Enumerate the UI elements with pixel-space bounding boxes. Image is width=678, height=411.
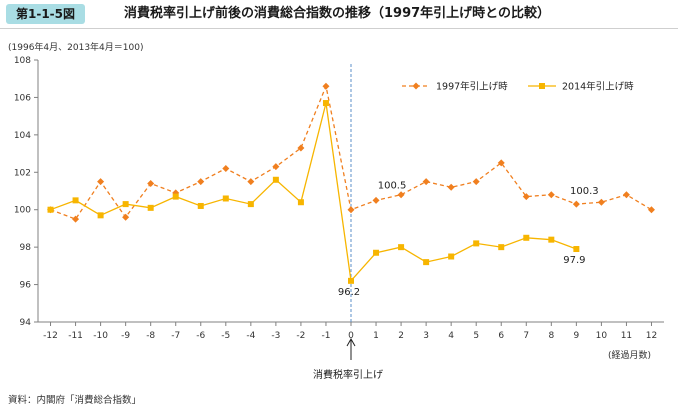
x-tick-label: 7 bbox=[523, 331, 529, 341]
legend-diamond-icon bbox=[412, 82, 420, 90]
data-point-1997 bbox=[197, 178, 205, 186]
data-point-1997 bbox=[597, 198, 605, 206]
data-point-1997 bbox=[247, 178, 255, 186]
data-point-1997 bbox=[297, 144, 305, 152]
data-point-1997 bbox=[472, 178, 480, 186]
data-point-1997 bbox=[372, 196, 380, 204]
legend-square-icon bbox=[539, 83, 545, 89]
y-tick-label: 108 bbox=[14, 56, 31, 66]
y-tick-label: 106 bbox=[14, 93, 31, 103]
x-tick-label: 1 bbox=[373, 331, 379, 341]
data-label: 100.3 bbox=[570, 186, 599, 197]
data-point-1997 bbox=[347, 206, 355, 214]
data-point-1997 bbox=[147, 180, 155, 188]
x-tick-label: -3 bbox=[271, 331, 280, 341]
data-point-1997 bbox=[547, 191, 555, 199]
data-point-1997 bbox=[447, 183, 455, 191]
x-tick-label: -8 bbox=[146, 331, 155, 341]
header-divider bbox=[0, 28, 678, 29]
data-point-1997 bbox=[72, 215, 80, 223]
data-point-2014 bbox=[272, 176, 279, 183]
data-point-2014 bbox=[423, 259, 430, 266]
x-tick-label: -6 bbox=[196, 331, 205, 341]
data-point-2014 bbox=[348, 277, 354, 284]
x-tick-label: -9 bbox=[121, 331, 130, 341]
x-tick-label: -11 bbox=[68, 331, 83, 341]
y-tick-label: 96 bbox=[20, 281, 32, 291]
data-point-1997 bbox=[522, 193, 530, 201]
data-point-1997 bbox=[322, 82, 330, 90]
data-point-2014 bbox=[72, 197, 79, 204]
x-tick-label: 5 bbox=[473, 331, 479, 341]
data-point-2014 bbox=[398, 244, 405, 251]
data-point-1997 bbox=[397, 191, 405, 199]
data-point-1997 bbox=[222, 165, 230, 173]
x-tick-label: 12 bbox=[646, 331, 657, 341]
data-point-2014 bbox=[573, 246, 580, 253]
figure-header: 第1-1-5図 消費税率引上げ前後の消費総合指数の推移（1997年引上げ時との比… bbox=[0, 0, 678, 28]
figure-title: 消費税率引上げ前後の消費総合指数の推移（1997年引上げ時との比較） bbox=[124, 6, 551, 21]
x-tick-label: -12 bbox=[43, 331, 58, 341]
data-point-2014 bbox=[97, 212, 104, 219]
x-tick-label: -7 bbox=[171, 331, 180, 341]
x-tick-label: 11 bbox=[621, 331, 632, 341]
legend-entry-2014: 2014年引上げ時 bbox=[562, 81, 634, 93]
data-point-2014 bbox=[523, 234, 530, 241]
legend-entry-1997: 1997年引上げ時 bbox=[436, 81, 508, 93]
data-label: 97.9 bbox=[563, 255, 585, 266]
y-tick-label: 94 bbox=[20, 318, 32, 328]
data-point-1997 bbox=[422, 178, 430, 186]
data-point-2014 bbox=[373, 249, 380, 256]
y-tick-label: 100 bbox=[14, 206, 31, 216]
data-point-1997 bbox=[647, 206, 655, 214]
data-label: 100.5 bbox=[378, 180, 407, 191]
x-tick-label: 4 bbox=[448, 331, 454, 341]
x-tick-label: 2 bbox=[398, 331, 404, 341]
x-tick-label: 3 bbox=[423, 331, 429, 341]
data-point-2014 bbox=[247, 201, 254, 208]
x-tick-label: -5 bbox=[221, 331, 230, 341]
data-point-2014 bbox=[297, 199, 304, 206]
x-tick-label: 9 bbox=[573, 331, 579, 341]
x-tick-label: -2 bbox=[296, 331, 305, 341]
figure-number-tag: 第1-1-5図 bbox=[6, 4, 86, 24]
data-point-1997 bbox=[97, 178, 105, 186]
data-point-2014 bbox=[322, 100, 329, 107]
data-point-2014 bbox=[222, 195, 229, 202]
data-point-2014 bbox=[548, 236, 555, 243]
source-note: 資料：内閣府「消費総合指数」 bbox=[8, 395, 142, 406]
x-tick-label: -4 bbox=[246, 331, 255, 341]
x-tick-label: 0 bbox=[348, 331, 354, 341]
x-tick-label: 10 bbox=[596, 331, 608, 341]
data-point-2014 bbox=[498, 244, 505, 251]
data-point-1997 bbox=[272, 163, 280, 171]
base-period-note: (1996年4月、2013年4月＝100) bbox=[8, 43, 144, 53]
data-point-1997 bbox=[572, 200, 580, 208]
data-point-2014 bbox=[47, 206, 54, 213]
x-tick-label: -10 bbox=[93, 331, 108, 341]
data-point-1997 bbox=[122, 213, 130, 221]
data-point-2014 bbox=[172, 193, 179, 200]
data-point-2014 bbox=[122, 201, 129, 208]
event-arrow-head-icon bbox=[346, 337, 356, 347]
x-tick-label: -1 bbox=[321, 331, 330, 341]
data-point-2014 bbox=[473, 240, 480, 247]
data-point-2014 bbox=[448, 253, 455, 260]
x-tick-label: 6 bbox=[498, 331, 504, 341]
y-tick-label: 102 bbox=[14, 168, 31, 178]
x-tick-label: 8 bbox=[548, 331, 554, 341]
data-point-2014 bbox=[197, 202, 204, 209]
x-axis-unit-note: (経過月数) bbox=[608, 351, 652, 361]
series-line-2014 bbox=[50, 102, 577, 283]
y-tick-label: 104 bbox=[14, 131, 31, 141]
y-tick-label: 98 bbox=[20, 243, 32, 253]
data-point-1997 bbox=[497, 159, 505, 167]
data-point-1997 bbox=[622, 191, 630, 199]
data-point-2014 bbox=[147, 204, 154, 211]
event-label: 消費税率引上げ bbox=[313, 370, 383, 381]
data-label: 96.2 bbox=[338, 287, 360, 298]
